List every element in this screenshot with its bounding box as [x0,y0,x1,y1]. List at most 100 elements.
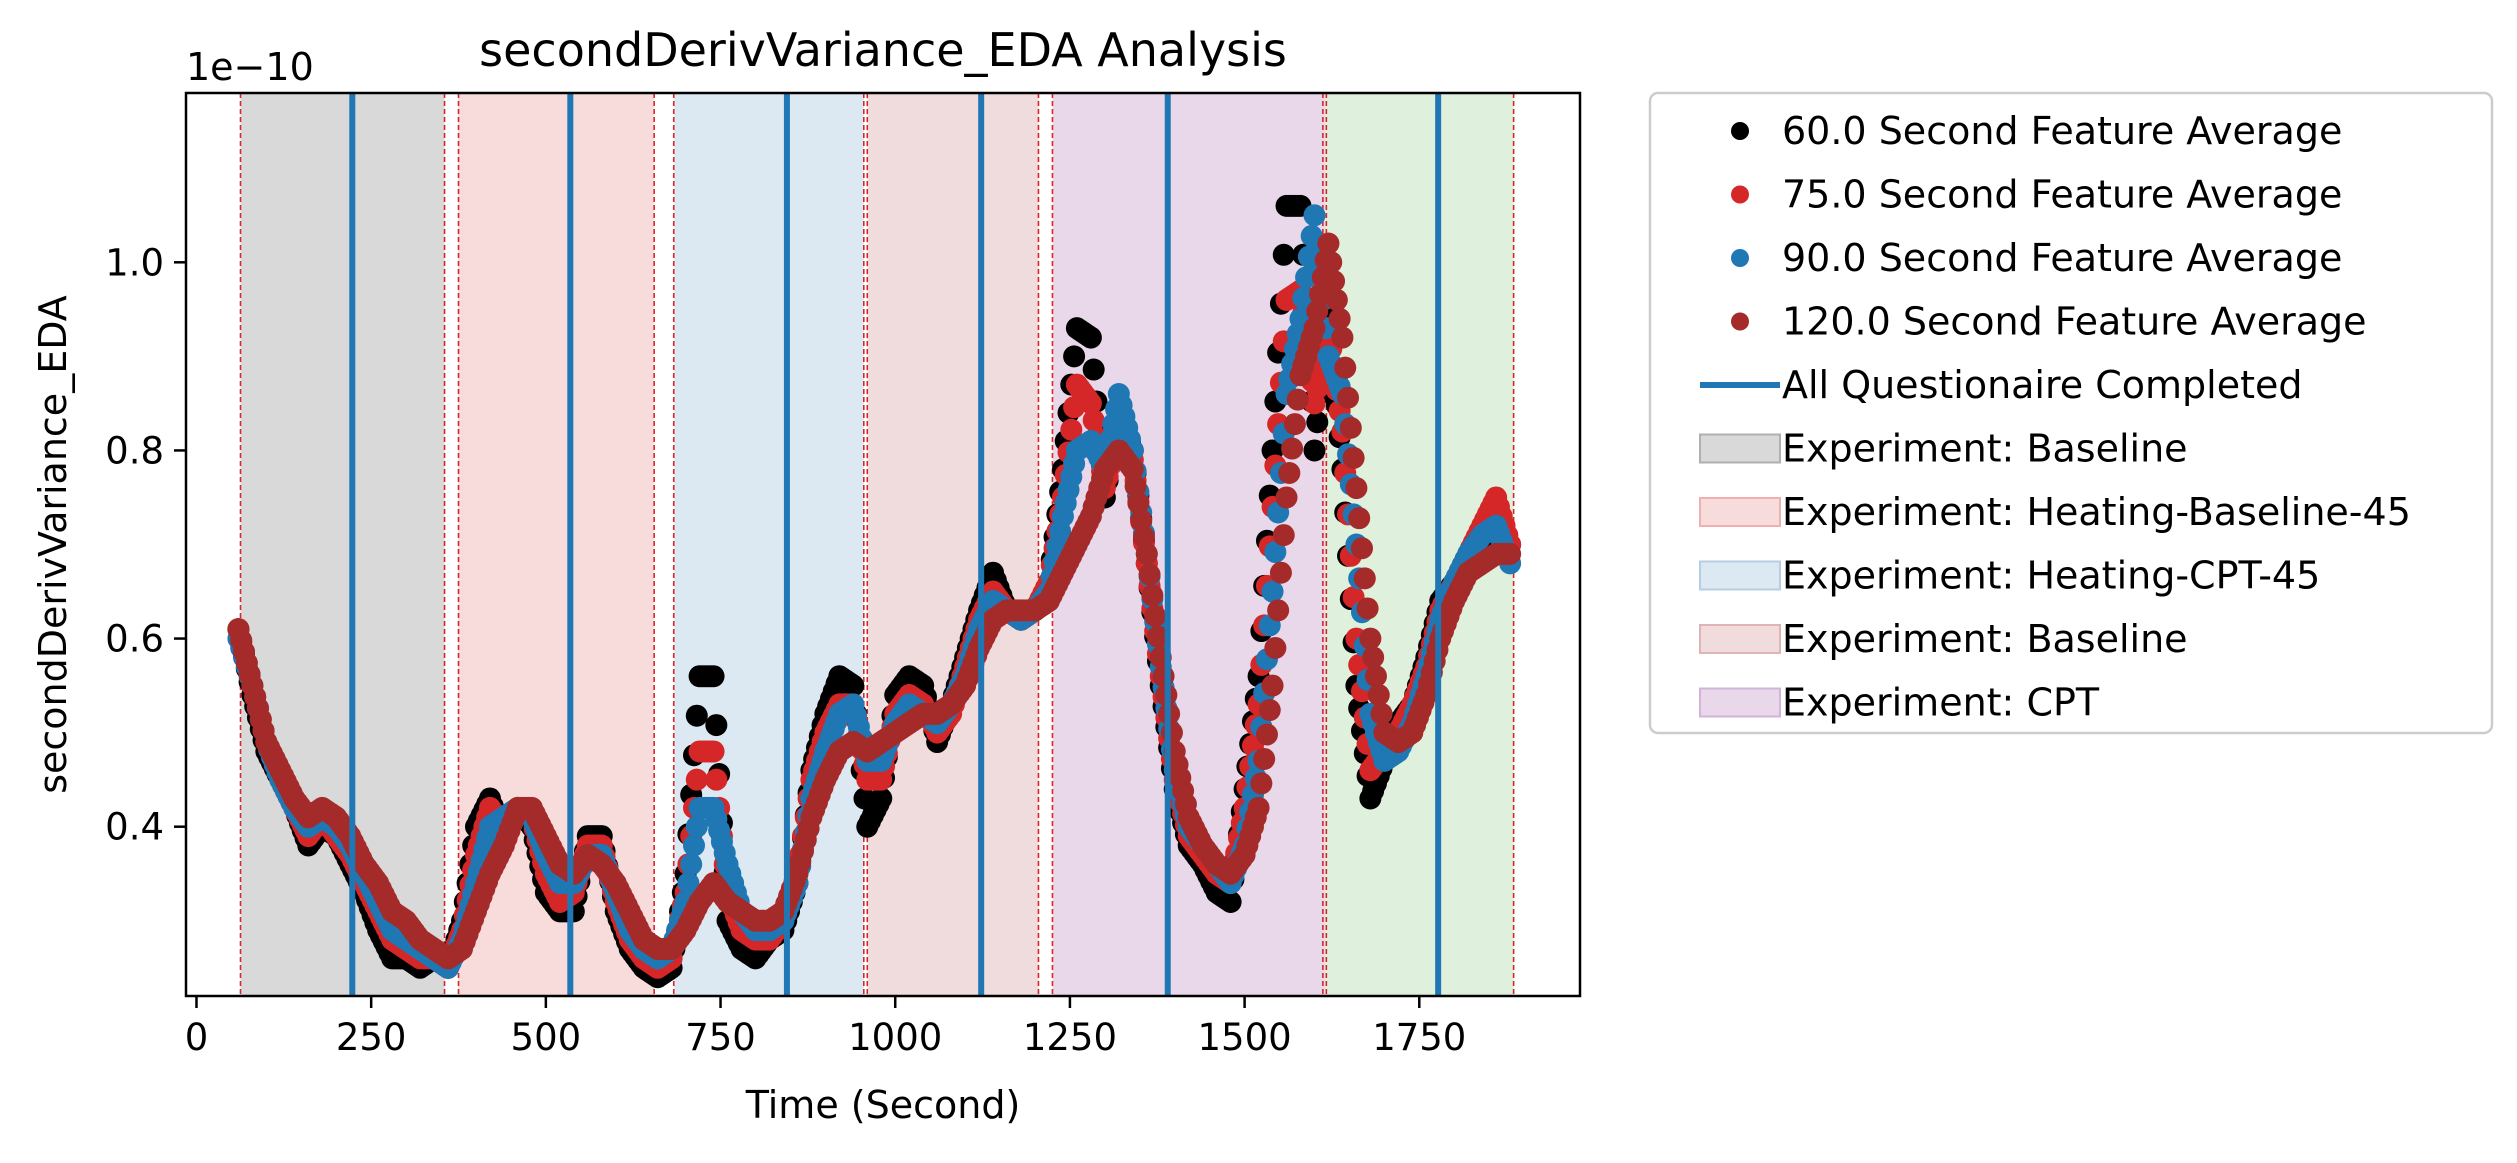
series-2-point-164 [685,815,708,838]
y-tick-label-2: 0.8 [105,429,164,472]
legend-patch-8 [1699,624,1781,654]
series-2-point-381 [1292,287,1315,310]
data-series [227,194,1522,989]
series-3-point-378 [1283,413,1306,436]
series-3-point-405 [1359,627,1382,650]
legend-label-4: All Questionaire Completed [1782,363,2303,407]
x-tick-label-6: 1500 [1198,1016,1292,1059]
series-0-point-386 [1306,411,1329,434]
legend-marker-2 [1731,249,1749,267]
series-3-point-377 [1281,437,1304,460]
x-axis-label: Time (Second) [745,1083,1021,1127]
series-3-point-371 [1264,636,1287,659]
experiment-span-3 [867,93,1039,996]
series-1-point-171 [705,768,728,791]
legend-patch-6 [1699,497,1781,527]
x-tick-label-0: 0 [185,1016,209,1059]
x-tick-label-4: 1000 [848,1016,942,1059]
x-axis-ticks: 0 250 500 750 1000 1250 1500 1750 [185,996,1466,1059]
series-2-point-385 [1303,204,1326,227]
chart-title: secondDerivVariance_EDA Analysis [479,23,1287,77]
series-0-point-374 [1272,243,1295,266]
series-3-point-328 [1144,604,1167,627]
y-tick-label-3: 1.0 [105,241,164,284]
series-3-point-327 [1141,584,1164,607]
series-3-point-399 [1342,446,1365,469]
series-3-point-323 [1130,509,1153,532]
series-3-point-391 [1320,251,1343,274]
legend-label-1: 75.0 Second Feature Average [1782,173,2342,217]
series-3-point-321 [1124,475,1147,498]
series-3-point-397 [1337,386,1360,409]
series-3-point-334 [1160,721,1183,744]
series-1-point-170 [702,740,725,763]
series-3-point-375 [1275,486,1298,509]
series-2-point-162 [680,853,703,876]
series-2-point-371 [1264,541,1287,564]
legend-marker-3 [1731,312,1749,331]
series-3-point-387 [1309,283,1332,306]
series-3 [227,232,1522,970]
legend: 60.0 Second Feature Average 75.0 Second F… [1648,91,2494,735]
legend-label-6: Experiment: Heating-Baseline-45 [1782,490,2411,534]
series-2-point-163 [682,834,705,857]
series-3-point-403 [1353,567,1376,590]
legend-patch-5 [1699,433,1781,464]
series-0-point-230 [870,787,893,810]
series-3-point-326 [1138,563,1161,586]
series-3-point-322 [1127,492,1150,515]
series-0-point-164 [685,704,708,727]
series-3-point-406 [1362,646,1385,669]
series-3-point-376 [1278,462,1301,485]
series-3-point-324 [1132,525,1155,548]
series-3-point-368 [1255,723,1278,746]
series-3-point-374 [1272,524,1295,547]
y-axis-scale-note: 1e−10 [186,45,314,89]
y-axis-ticks: 0.4 0.6 0.8 1.0 [105,241,186,849]
x-tick-label-5: 1250 [1023,1016,1117,1059]
series-3-point-392 [1323,270,1346,293]
series-3-point-407 [1364,665,1387,688]
series-3-point-398 [1339,416,1362,439]
series-3-point-379 [1286,388,1309,411]
series-0-point-171 [705,714,728,737]
series-0-point-385 [1303,439,1326,462]
series-0-point-306 [1082,358,1105,381]
legend-patch-9 [1699,687,1781,718]
series-3-point-393 [1325,288,1348,311]
legend-box [1648,91,2494,735]
series-0-point-170 [702,665,725,688]
series-3-point-329 [1146,625,1169,648]
series-3-point-331 [1152,665,1175,688]
series-3-point-385 [1303,317,1326,340]
series-2-point-370 [1261,580,1284,603]
series-3-point-372 [1267,599,1290,622]
series-3-point-409 [1370,702,1393,725]
plot-frame [184,91,1582,998]
series-3-point-370 [1261,674,1284,697]
legend-marker-1 [1731,185,1749,204]
series-1-point-298 [1060,418,1083,441]
legend-patch-7 [1699,560,1781,591]
series-0-point-299 [1063,345,1086,368]
series-2-point-161 [677,872,700,895]
series-3-point-455 [1499,542,1522,565]
series-0-point-355 [1219,890,1242,913]
legend-label-3: 120.0 Second Feature Average [1782,300,2367,344]
series-3-point-395 [1331,326,1354,349]
series-3-point-373 [1269,561,1292,584]
series-1-point-305 [1079,392,1102,415]
x-tick-label-1: 250 [336,1016,407,1059]
series-3-point-404 [1356,597,1379,620]
series-3-point-366 [1250,772,1273,795]
series-1-point-306 [1082,409,1105,432]
series-3-point-394 [1328,307,1351,330]
series-3-point-396 [1334,356,1357,379]
legend-label-9: Experiment: CPT [1782,681,2100,725]
series-3-point-369 [1258,699,1281,722]
series-3-point-367 [1253,747,1276,770]
series-3-point-365 [1247,796,1270,819]
y-axis-label: secondDerivVariance_EDA [31,295,75,794]
